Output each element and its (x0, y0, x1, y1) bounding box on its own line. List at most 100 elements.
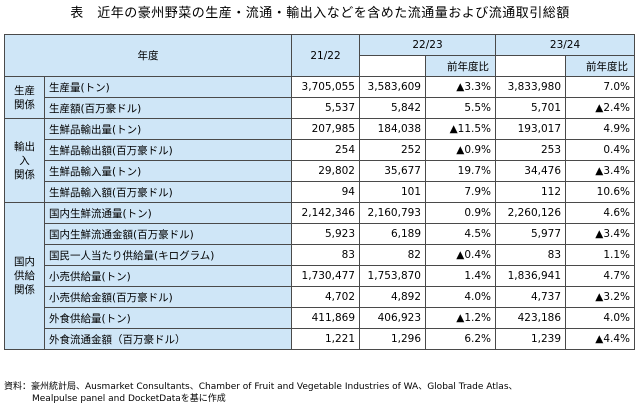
yoy-2223: 5.5% (424, 97, 497, 119)
value-2122: 4,702 (291, 286, 360, 308)
row-label: 国民一人当たり供給量(キログラム) (44, 244, 292, 266)
value-2324: 83 (495, 244, 567, 266)
year-header: 年度 (4, 34, 292, 77)
value-2223: 101 (359, 181, 426, 203)
row-label: 国内生鮮流通量(トン) (44, 202, 292, 224)
value-2324: 3,833,980 (495, 76, 567, 98)
value-2324: 112 (495, 181, 567, 203)
yoy-2223: ▲3.3% (424, 76, 497, 98)
category-supply: 国内 供給 関係 (4, 202, 45, 350)
row-label: 生鮮品輸入量(トン) (44, 160, 292, 182)
value-2122: 3,705,055 (291, 76, 360, 98)
table-row: 輸出入 関係 生鮮品輸出量(トン) 207,985 184,038 ▲11.5% 193,… (4, 118, 636, 203)
yoy-2324: ▲3.4% (565, 223, 636, 245)
row-label: 生産量(トン) (44, 76, 292, 98)
value-2324: 423,186 (495, 307, 567, 329)
source-line-2: Mealpulse panel and DocketDataを基に作成 (32, 394, 226, 404)
value-2122: 254 (291, 139, 360, 161)
value-2122: 207,985 (291, 118, 360, 140)
row-label: 国内生鮮流通金額(百万豪ドル) (44, 223, 292, 245)
row-label: 生鮮品輸出額(百万豪ドル) (44, 139, 292, 161)
value-2122: 5,537 (291, 97, 360, 119)
source-note: 資料：豪州統計局、Ausmarket Consultants、Chamber o… (4, 381, 636, 405)
table-row: 国民一人当たり供給量(キログラム) 83 82 ▲0.4% 83 1.1% (5, 244, 636, 266)
value-2223: 4,892 (359, 286, 426, 308)
row-label: 生鮮品輸入額(百万豪ドル) (44, 181, 292, 203)
value-2122: 1,221 (291, 328, 360, 350)
value-2122: 94 (291, 181, 360, 203)
yoy-2223: 1.4% (424, 265, 497, 287)
category-trade: 輸出入 関係 (4, 118, 45, 203)
yoy-2223: 7.9% (424, 181, 497, 203)
yoy-2223: 19.7% (424, 160, 497, 182)
value-2223: 82 (359, 244, 426, 266)
value-2122: 29,802 (291, 160, 360, 182)
value-2223: 35,677 (359, 160, 426, 182)
value-2223: 3,583,609 (359, 76, 426, 98)
value-2324: 193,017 (495, 118, 567, 140)
table-title: 表 近年の豪州野菜の生産・流通・輸出入などを含めた流通量および流通取引総額 (70, 6, 570, 21)
value-2223: 1,296 (359, 328, 426, 350)
value-2324: 34,476 (495, 160, 567, 182)
value-2122: 83 (291, 244, 360, 266)
yoy-2324: 10.6% (565, 181, 636, 203)
value-2223: 252 (359, 139, 426, 161)
yoy-2324: 4.9% (565, 118, 636, 140)
value-2324: 5,977 (495, 223, 567, 245)
yoy-header-2223: 前年度比 (424, 55, 497, 77)
yoy-2223: ▲0.4% (424, 244, 497, 266)
table-row: 国内生鮮流通金額(百万豪ドル) 5,923 6,189 4.5% 5,977 ▲3.4% (5, 223, 636, 245)
table-row: 小売供給金額(百万豪ドル) 4,702 4,892 4.0% 4,737 ▲3.2% (5, 286, 636, 308)
yoy-2324: ▲4.4% (565, 328, 636, 350)
yoy-2324: 7.0% (565, 76, 636, 98)
table-row: 小売供給量(トン) 1,730,477 1,753,870 1.4% 1,836,941… (5, 265, 636, 287)
value-2223: 2,160,793 (359, 202, 426, 224)
yoy-2223: 4.0% (424, 286, 497, 308)
value-2324: 2,260,126 (495, 202, 567, 224)
yoy-2324: ▲2.4% (565, 97, 636, 119)
category-production: 生産 関係 (4, 76, 45, 119)
source-line-1: 資料：豪州統計局、Ausmarket Consultants、Chamber o… (4, 382, 518, 392)
yoy-2223: 6.2% (424, 328, 497, 350)
value-2223: 184,038 (359, 118, 426, 140)
table-row: 生産 関係 生産量(トン) 3,705,055 3,583,609 ▲3.3% 3,833… (4, 76, 636, 119)
value-2324: 1,239 (495, 328, 567, 350)
value-2223: 6,189 (359, 223, 426, 245)
row-label: 生鮮品輸出量(トン) (44, 118, 292, 140)
row-label: 生産額(百万豪ドル) (44, 97, 292, 119)
table-row: 生産額(百万豪ドル) 5,537 5,842 5.5% 5,701 ▲2.4% (5, 97, 636, 119)
yoy-2324: 4.7% (565, 265, 636, 287)
yoy-2324: 4.6% (565, 202, 636, 224)
table-row: 生鮮品輸入額(百万豪ドル) 94 101 7.9% 112 10.6% (5, 181, 636, 203)
header-row-1: 年度 21/22 22/23 23/24 (4, 34, 636, 77)
value-2223: 5,842 (359, 97, 426, 119)
value-2122: 1,730,477 (291, 265, 360, 287)
yoy-2324: 0.4% (565, 139, 636, 161)
value-2223: 1,753,870 (359, 265, 426, 287)
yoy-2223: ▲1.2% (424, 307, 497, 329)
table-row: 外食流通金額（百万豪ドル） 1,221 1,296 6.2% 1,239 ▲4.4% (5, 328, 636, 350)
value-2122: 2,142,346 (291, 202, 360, 224)
table-row: 外食供給量(トン) 411,869 406,923 ▲1.2% 423,186 4.0% (5, 307, 636, 329)
table-row: 生鮮品輸入量(トン) 29,802 35,677 19.7% 34,476 ▲3.4% (5, 160, 636, 182)
value-2324: 1,836,941 (495, 265, 567, 287)
value-2324: 253 (495, 139, 567, 161)
year-col-2122: 21/22 (291, 34, 360, 77)
value-2324: 4,737 (495, 286, 567, 308)
table-row: 生鮮品輸出額(百万豪ドル) 254 252 ▲0.9% 253 0.4% (5, 139, 636, 161)
yoy-2324: ▲3.4% (565, 160, 636, 182)
table-row: 国内 供給 関係 国内生鮮流通量(トン) 2,142,346 2,160,793 0.9… (4, 202, 636, 350)
yoy-2223: ▲11.5% (424, 118, 497, 140)
year-col-2324: 23/24 (495, 34, 636, 56)
row-label: 外食供給量(トン) (44, 307, 292, 329)
table-body: 生産 関係 生産量(トン) 3,705,055 3,583,609 ▲3.3% 3,833… (4, 76, 636, 350)
supply-table: 年度 21/22 22/23 23/24 前年度比 前年度比 生産 関係 生産量(… (4, 34, 636, 350)
yoy-2223: 0.9% (424, 202, 497, 224)
value-2324: 5,701 (495, 97, 567, 119)
yoy-2324: ▲3.2% (565, 286, 636, 308)
yoy-2324: 4.0% (565, 307, 636, 329)
yoy-header-2324: 前年度比 (565, 55, 636, 77)
yoy-2223: 4.5% (424, 223, 497, 245)
year-col-2223: 22/23 (358, 34, 497, 56)
value-2122: 411,869 (291, 307, 360, 329)
